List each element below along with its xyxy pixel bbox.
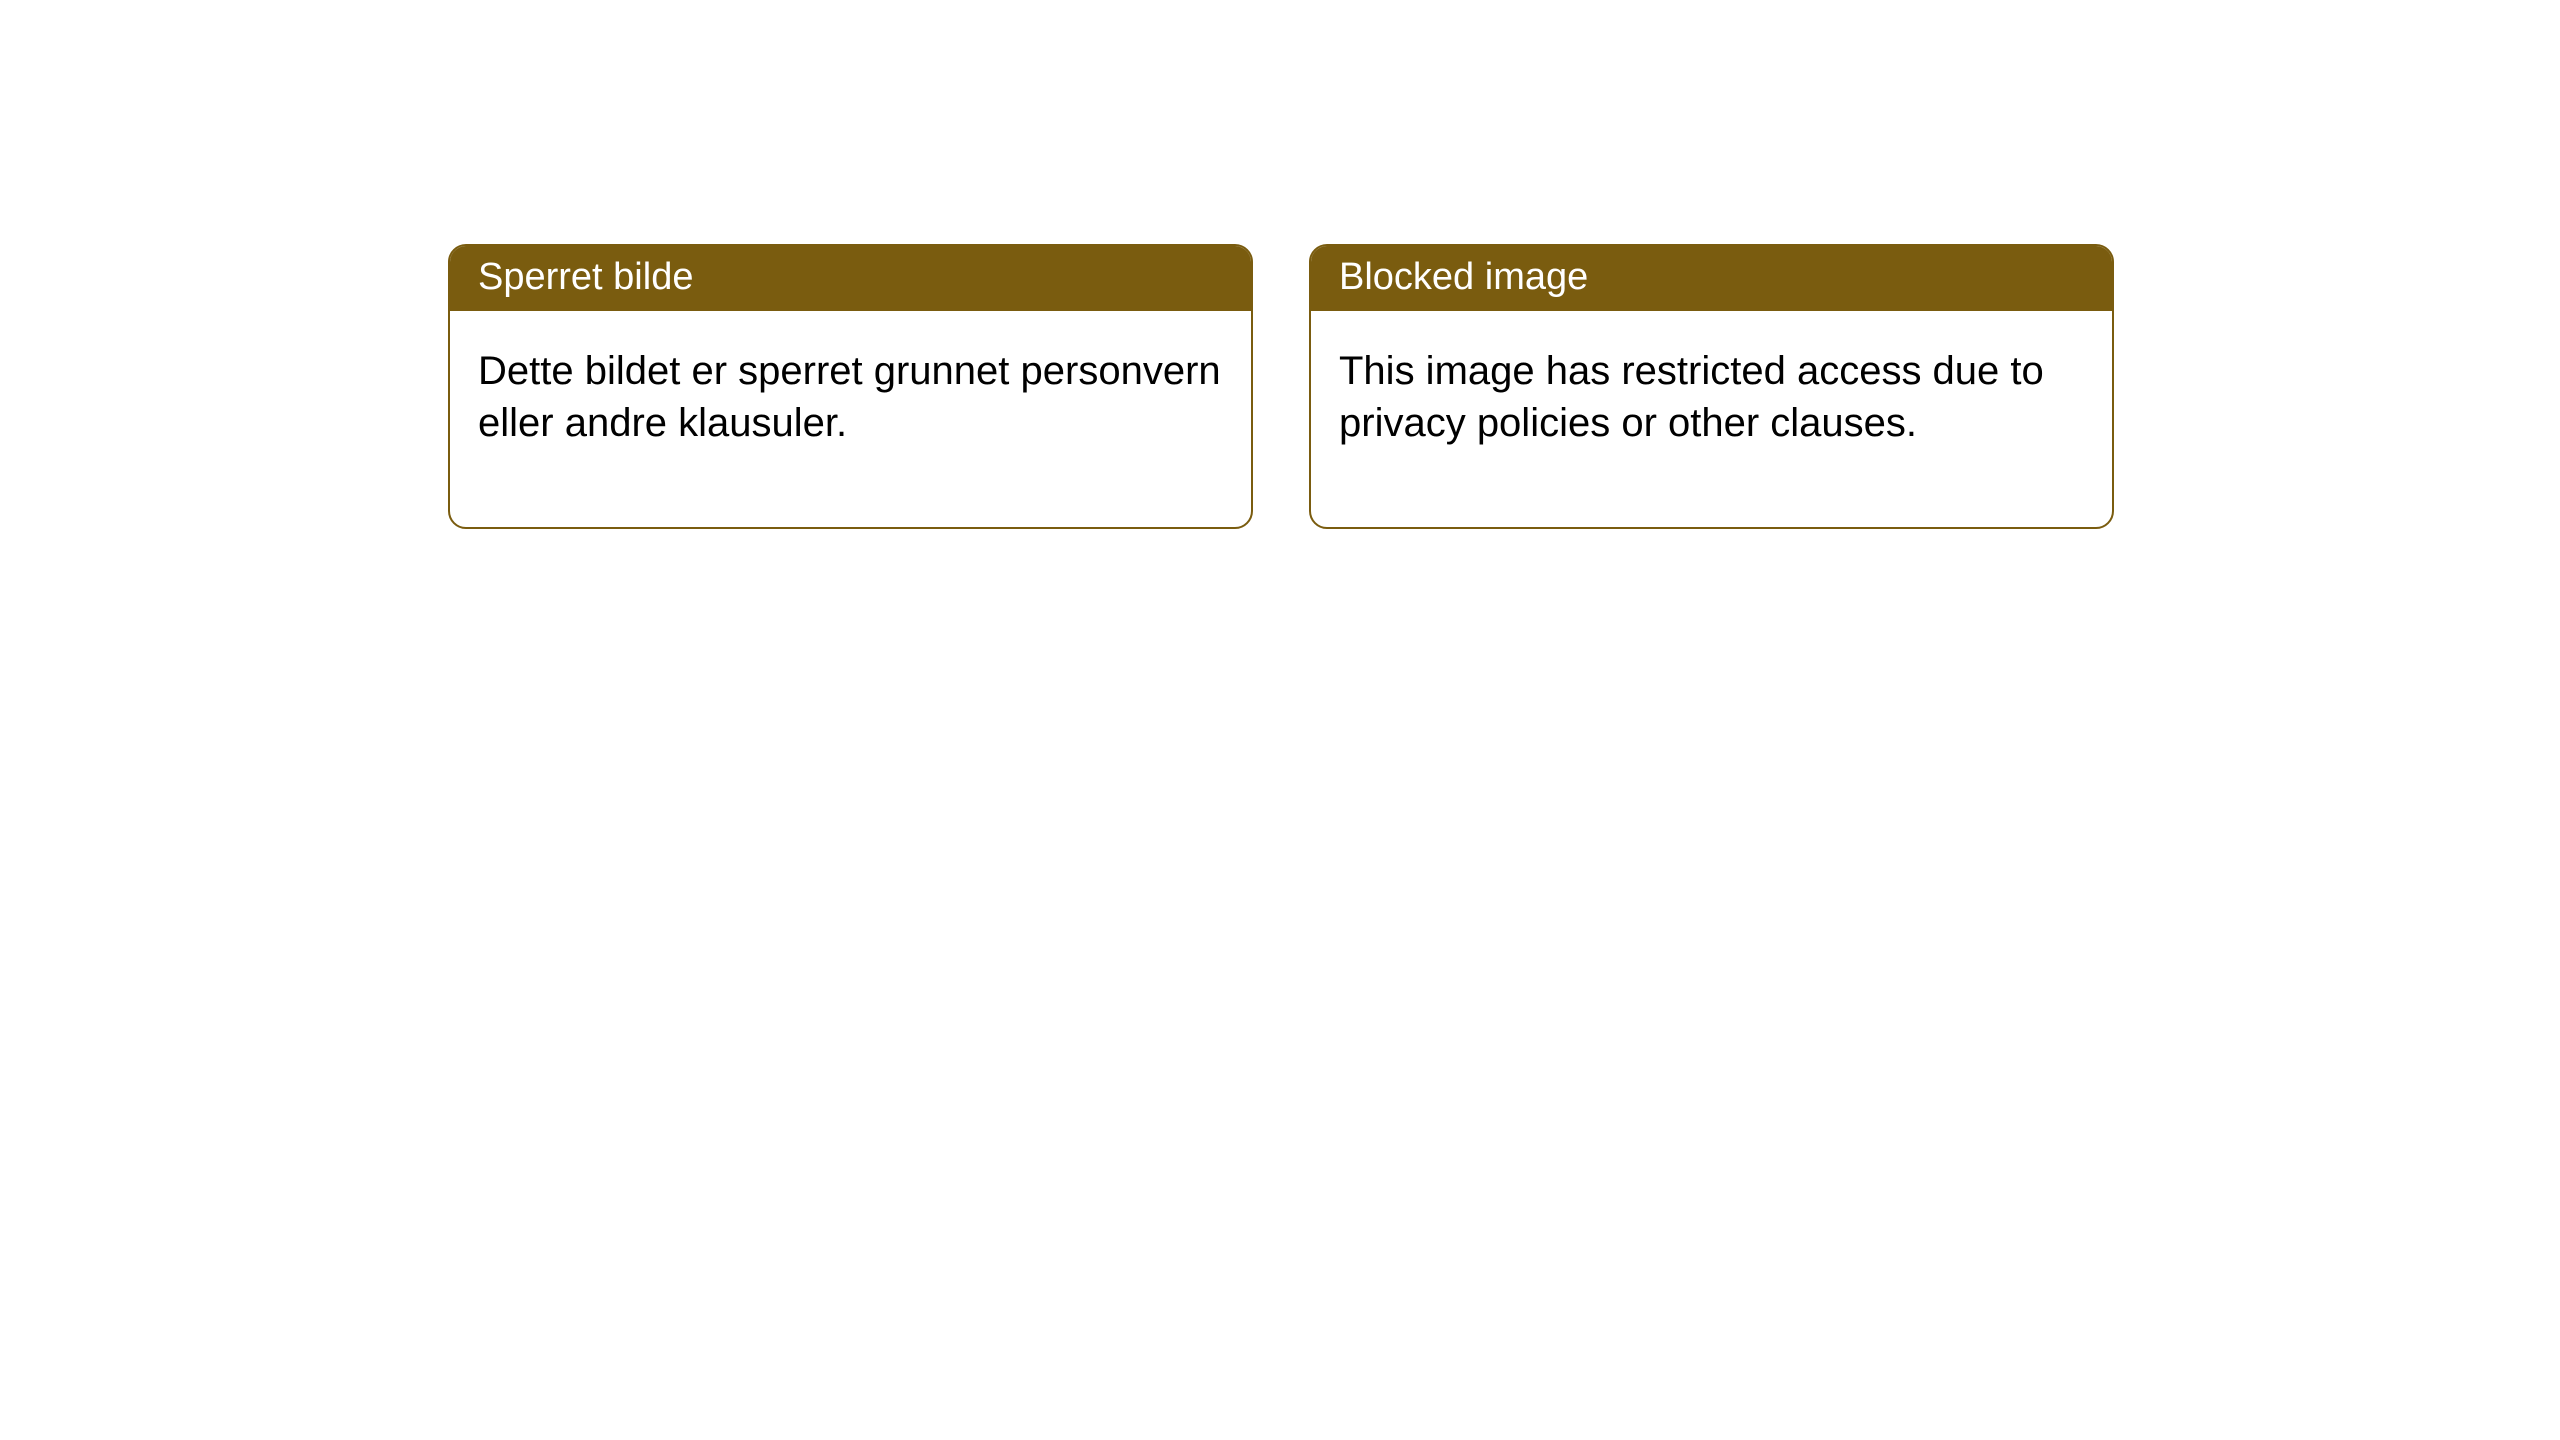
notice-card-no: Sperret bilde Dette bildet er sperret gr… xyxy=(448,244,1253,529)
notice-card-title-en: Blocked image xyxy=(1311,246,2112,311)
notice-container: Sperret bilde Dette bildet er sperret gr… xyxy=(0,0,2560,529)
notice-card-body-no: Dette bildet er sperret grunnet personve… xyxy=(450,311,1251,527)
notice-card-body-en: This image has restricted access due to … xyxy=(1311,311,2112,527)
notice-card-title-no: Sperret bilde xyxy=(450,246,1251,311)
notice-card-en: Blocked image This image has restricted … xyxy=(1309,244,2114,529)
